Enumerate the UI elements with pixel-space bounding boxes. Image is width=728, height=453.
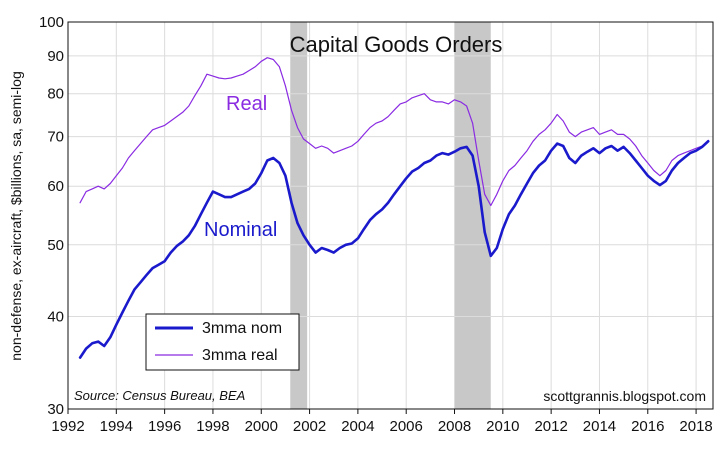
x-tick-label-2002: 2002	[293, 418, 326, 435]
recession-band-2	[454, 22, 491, 409]
recession-shading	[290, 22, 491, 409]
credit-note: scottgrannis.blogspot.com	[543, 388, 706, 404]
nominal-series-annotation: Nominal	[204, 219, 277, 241]
real-series-annotation: Real	[226, 93, 267, 115]
legend: 3mma nom 3mma real	[145, 313, 300, 371]
y-tick-label-50: 50	[47, 237, 64, 254]
legend-label-nominal: 3mma nom	[202, 320, 282, 337]
x-tick-label-2016: 2016	[631, 418, 664, 435]
plot-frame	[67, 21, 714, 410]
y-tick-labels: 30 40 50 60 70 80 90 100	[39, 14, 64, 418]
y-tick-label-60: 60	[47, 178, 64, 195]
legend-label-real: 3mma real	[202, 347, 278, 364]
x-tick-labels: 1992 1994 1996 1998 2000 2002 2004 2006 2008 2010…	[51, 409, 713, 435]
x-tick-label-2014: 2014	[583, 418, 616, 435]
x-tick-label-1996: 1996	[148, 418, 181, 435]
series-line-nominal	[78, 140, 710, 359]
x-tick-label-2000: 2000	[245, 418, 278, 435]
x-tick-label-1992: 1992	[51, 418, 84, 435]
y-tick-label-70: 70	[47, 129, 64, 146]
y-axis-label: non-defense, ex-aircraft, $billions, sa,…	[8, 71, 24, 360]
x-tick-label-2006: 2006	[390, 418, 423, 435]
x-tick-label-1994: 1994	[100, 418, 133, 435]
x-tick-label-1998: 1998	[196, 418, 229, 435]
legend-box	[145, 313, 300, 371]
x-tick-label-2018: 2018	[679, 418, 712, 435]
x-tick-label-2010: 2010	[486, 418, 519, 435]
x-tick-label-2012: 2012	[534, 418, 567, 435]
y-tick-label-90: 90	[47, 48, 64, 65]
y-tick-label-100: 100	[39, 14, 64, 31]
y-tick-label-40: 40	[47, 309, 64, 326]
x-tick-label-2004: 2004	[341, 418, 374, 435]
source-note: Source: Census Bureau, BEA	[74, 388, 245, 403]
series-line-real	[79, 57, 709, 207]
y-tick-label-80: 80	[47, 86, 64, 103]
y-tick-label-30: 30	[47, 401, 64, 418]
x-tick-label-2008: 2008	[438, 418, 471, 435]
series-layer	[78, 57, 710, 359]
chart-title: Capital Goods Orders	[290, 32, 503, 57]
